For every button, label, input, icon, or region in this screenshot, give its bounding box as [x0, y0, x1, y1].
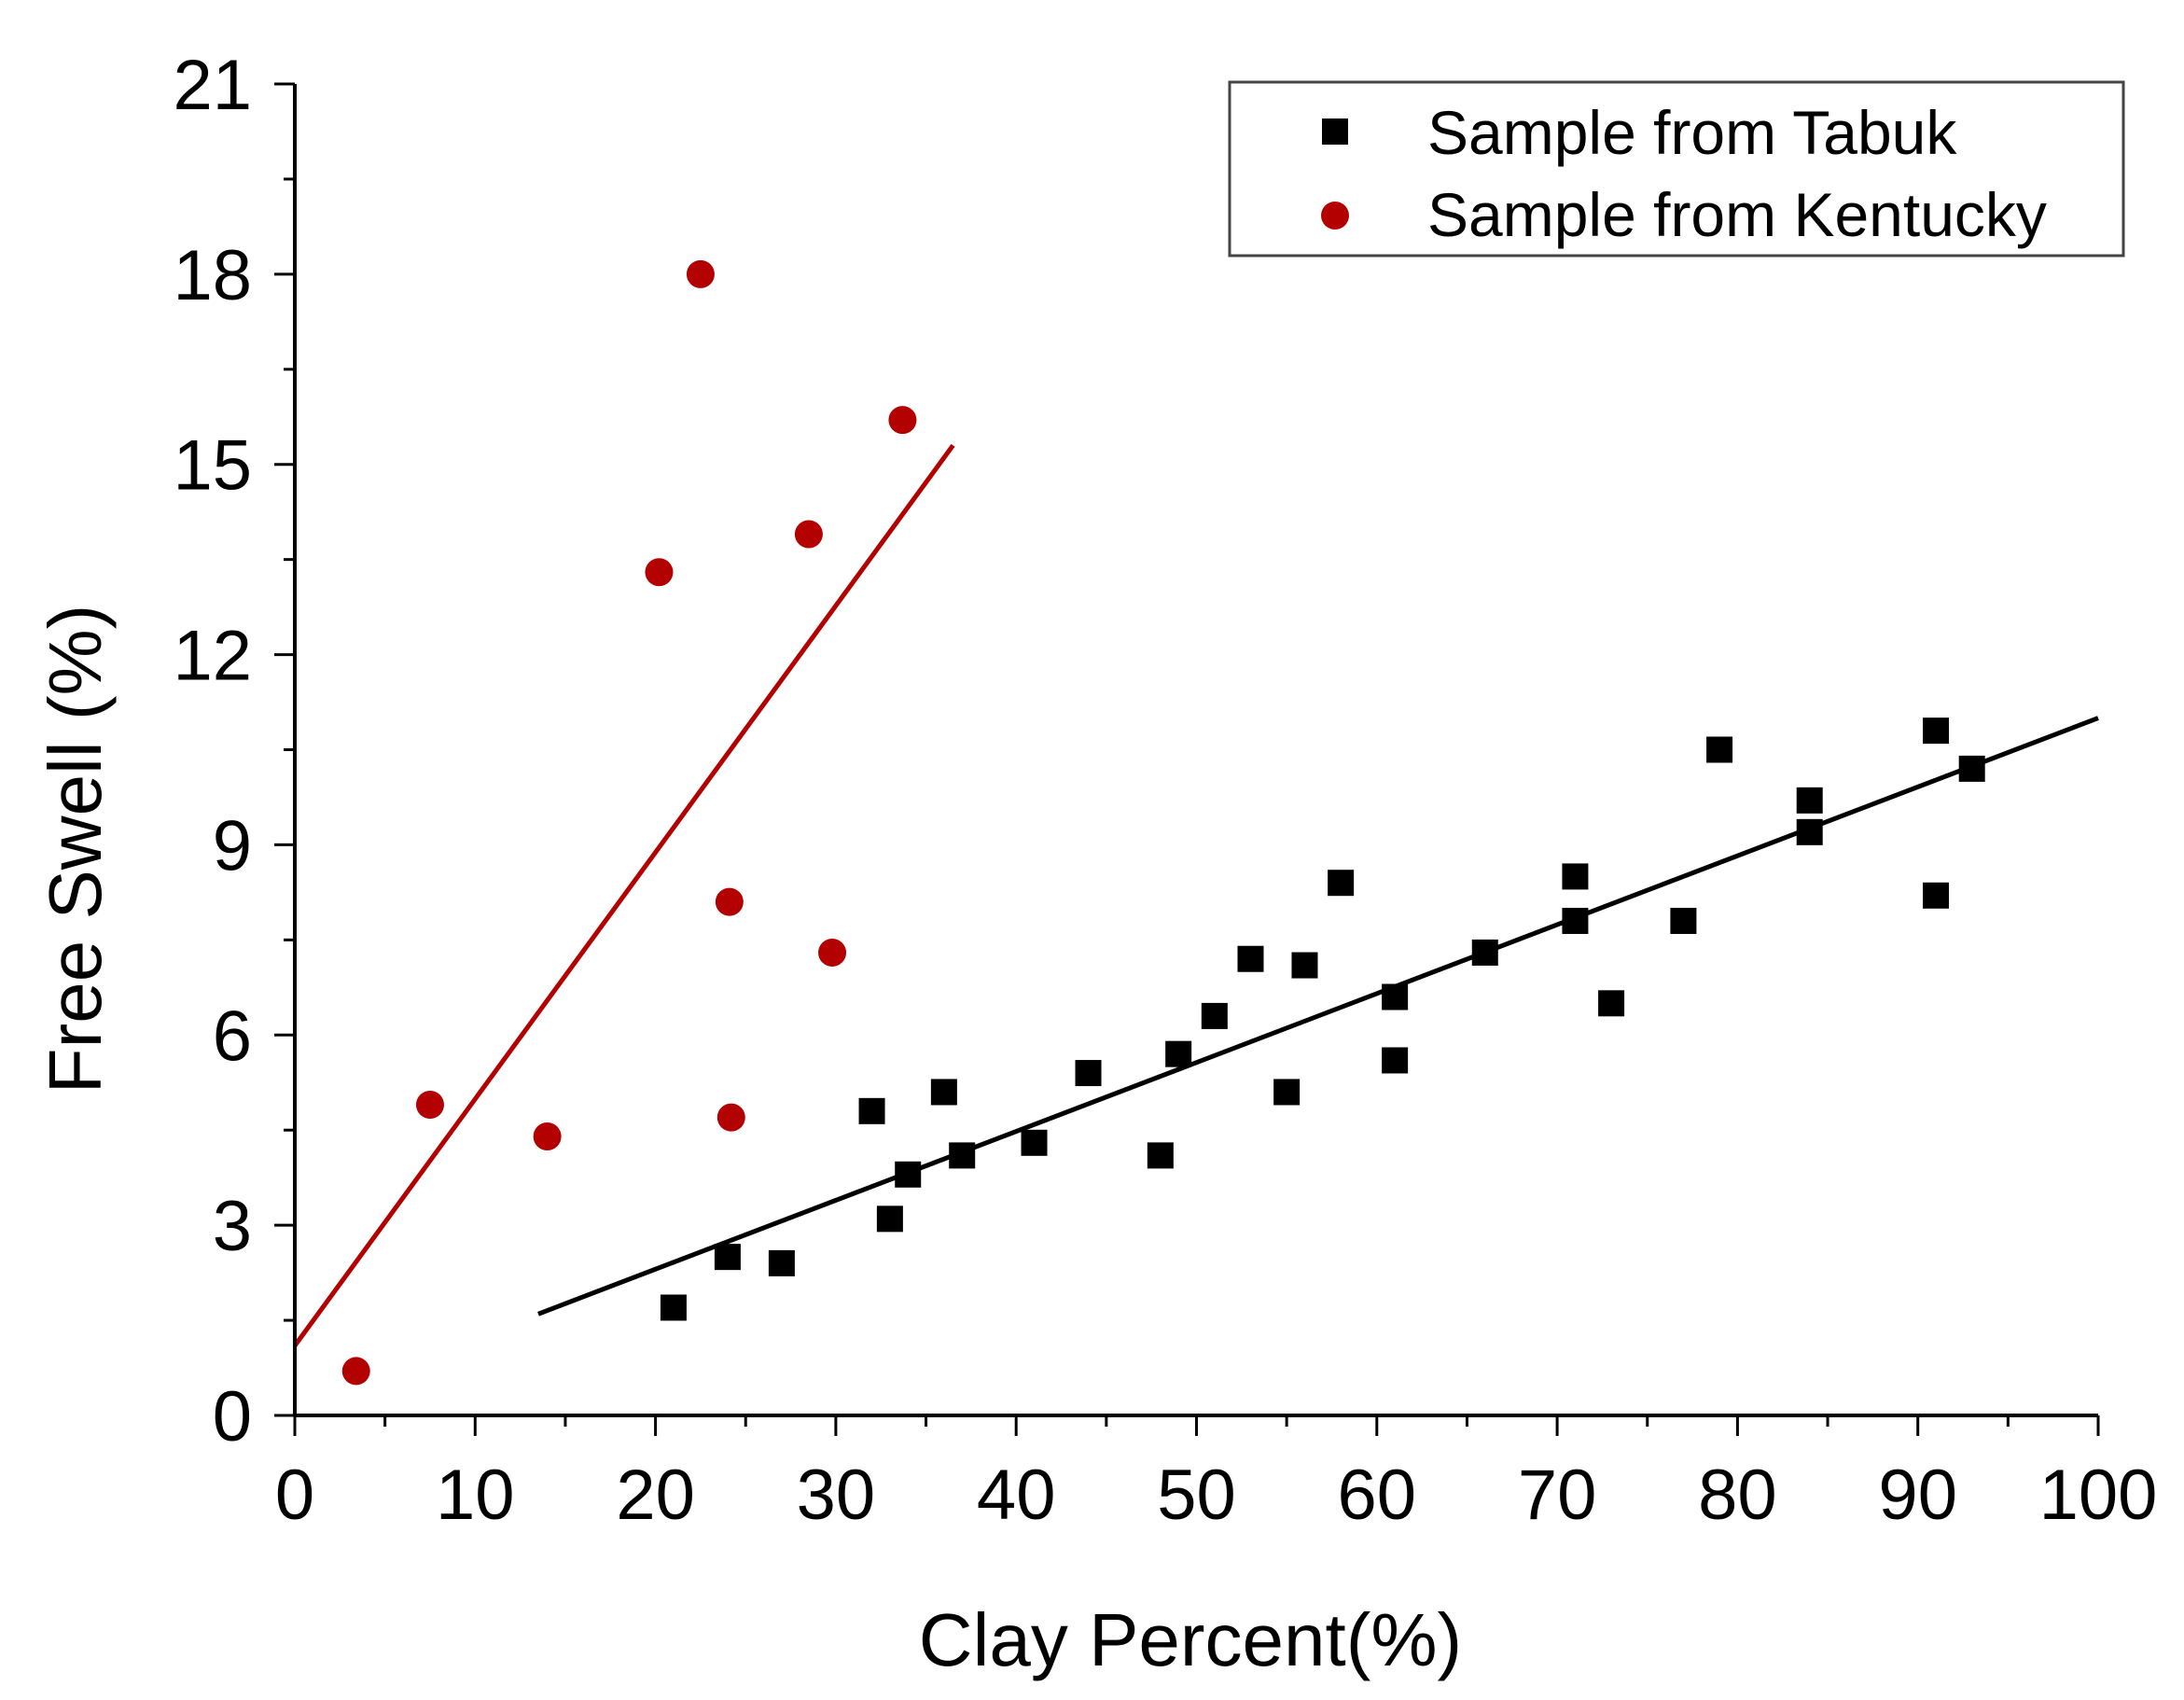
data-point-sample-from-tabuk: [895, 1161, 922, 1188]
data-point-sample-from-kentucky: [715, 887, 744, 916]
data-point-sample-from-kentucky: [645, 558, 674, 587]
data-point-sample-from-kentucky: [794, 520, 823, 549]
data-point-sample-from-tabuk: [1562, 863, 1589, 890]
data-point-sample-from-tabuk: [1796, 787, 1823, 814]
legend-marker-tabuk: [1322, 118, 1348, 145]
x-tick-label: 70: [1518, 1456, 1597, 1535]
fit-line-sample-from-kentucky: [292, 443, 955, 1347]
data-point-sample-from-tabuk: [1471, 939, 1498, 966]
data-point-sample-from-tabuk: [768, 1249, 795, 1276]
fit-line-sample-from-tabuk: [537, 716, 2099, 1317]
data-point-sample-from-tabuk: [1237, 945, 1264, 972]
legend-label-kentucky: Sample from Kentucky: [1427, 180, 2047, 249]
data-point-sample-from-tabuk: [1796, 818, 1823, 845]
data-point-sample-from-tabuk: [1273, 1079, 1301, 1106]
y-tick-label: 21: [173, 46, 252, 125]
data-point-sample-from-tabuk: [1958, 755, 1985, 782]
x-tick-label: 40: [977, 1456, 1056, 1535]
data-point-sample-from-tabuk: [876, 1205, 903, 1233]
x-tick-label: 90: [1878, 1456, 1957, 1535]
x-tick-label: 0: [275, 1456, 314, 1535]
data-point-sample-from-kentucky: [686, 259, 715, 288]
data-point-sample-from-tabuk: [1075, 1060, 1102, 1087]
data-point-sample-from-tabuk: [1382, 983, 1409, 1010]
data-point-sample-from-kentucky: [716, 1103, 745, 1132]
data-point-sample-from-tabuk: [1021, 1129, 1048, 1156]
data-point-sample-from-tabuk: [1670, 907, 1697, 934]
data-point-sample-from-kentucky: [818, 938, 847, 967]
x-tick-label: 80: [1698, 1456, 1777, 1535]
y-tick-label: 6: [213, 996, 252, 1076]
y-tick-label: 3: [213, 1187, 252, 1266]
data-point-sample-from-kentucky: [888, 406, 917, 435]
data-point-sample-from-tabuk: [930, 1079, 957, 1106]
legend-marker-kentucky: [1321, 202, 1349, 230]
data-point-sample-from-kentucky: [415, 1091, 444, 1120]
data-point-sample-from-tabuk: [1201, 1002, 1228, 1029]
x-tick-label: 20: [616, 1456, 695, 1535]
data-point-sample-from-kentucky: [341, 1357, 370, 1386]
data-point-sample-from-tabuk: [1923, 718, 1950, 745]
data-point-sample-from-tabuk: [858, 1097, 885, 1124]
data-point-sample-from-kentucky: [533, 1122, 562, 1151]
data-point-sample-from-tabuk: [1291, 952, 1318, 979]
data-point-sample-from-tabuk: [714, 1244, 741, 1271]
legend: Sample from Tabuk Sample from Kentucky: [1228, 80, 2125, 258]
x-tick-label: 10: [436, 1456, 515, 1535]
axes: 0 10 20 30 40 50 60 70 80 90 100 0 3 6 9 12 15 18 21: [173, 46, 2157, 1535]
y-tick-label: 12: [173, 617, 252, 696]
plot-area: [292, 259, 2099, 1386]
x-tick-label: 30: [797, 1456, 876, 1535]
data-point-sample-from-tabuk: [1706, 736, 1733, 763]
data-point-sample-from-tabuk: [1382, 1047, 1409, 1074]
x-axis-title: Clay Percent(%): [919, 1598, 1462, 1681]
data-point-sample-from-tabuk: [1923, 882, 1950, 909]
data-point-sample-from-tabuk: [1165, 1040, 1192, 1067]
data-point-sample-from-tabuk: [1328, 870, 1355, 897]
y-tick-label: 15: [173, 426, 252, 506]
y-tick-label: 9: [213, 806, 252, 885]
y-axis-title: Free Swell (%): [34, 605, 117, 1094]
legend-box: [1228, 80, 2125, 258]
data-point-sample-from-tabuk: [1562, 907, 1589, 934]
x-tick-label: 100: [2039, 1456, 2158, 1535]
y-tick-label: 0: [213, 1377, 252, 1456]
data-point-sample-from-tabuk: [949, 1142, 976, 1169]
data-point-sample-from-tabuk: [660, 1294, 687, 1321]
x-tick-label: 50: [1157, 1456, 1236, 1535]
x-tick-label: 60: [1338, 1456, 1417, 1535]
data-point-sample-from-tabuk: [1147, 1142, 1174, 1169]
legend-label-tabuk: Sample from Tabuk: [1427, 98, 1957, 167]
data-point-sample-from-tabuk: [1598, 990, 1625, 1017]
y-tick-label: 18: [173, 236, 252, 315]
